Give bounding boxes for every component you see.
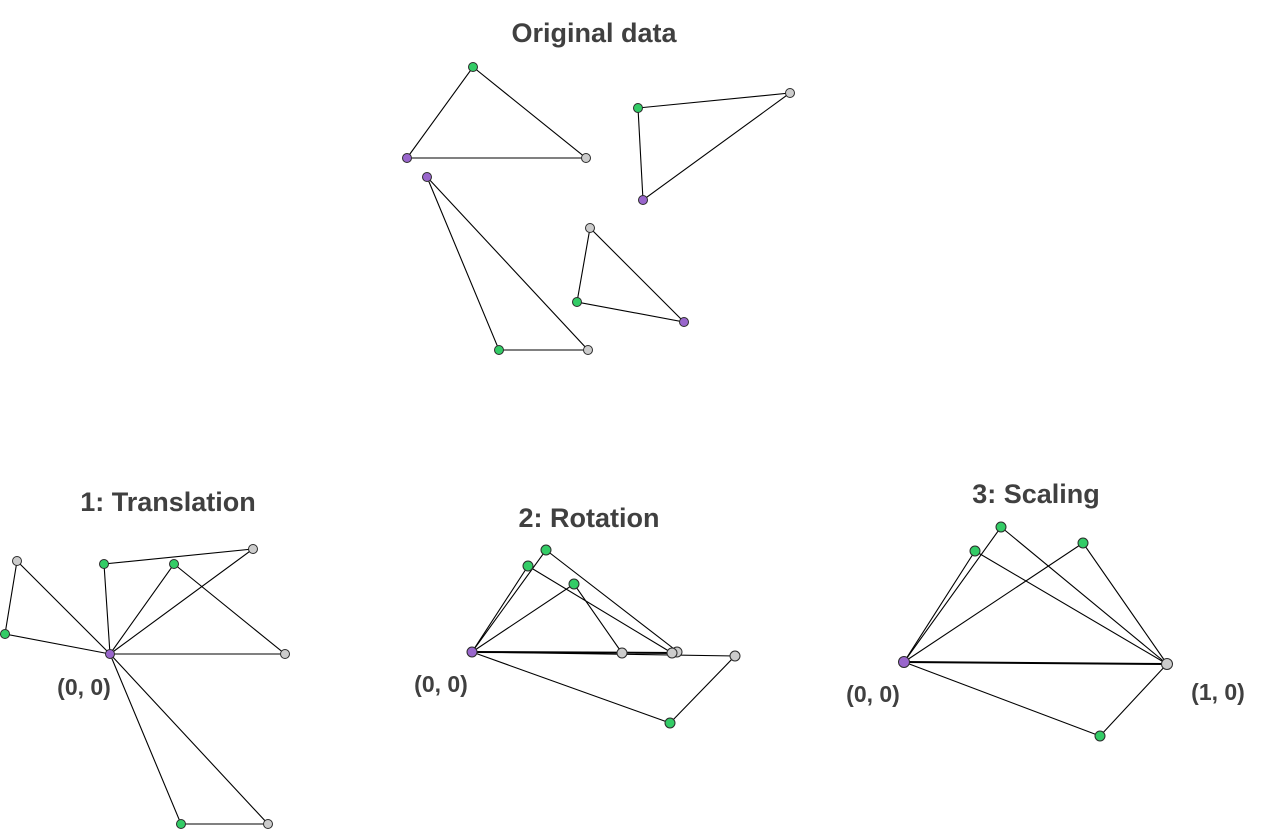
triangle-original-4 [572, 223, 689, 327]
reference-point [616, 647, 628, 659]
panel-title-original: Original data [511, 18, 677, 48]
panel-title-translation: 1: Translation [80, 487, 256, 517]
free-point [0, 629, 10, 639]
triangle-scaled-3 [903, 542, 1168, 665]
triangle-scaled-4 [903, 661, 1168, 737]
free-point [568, 578, 580, 590]
reference-point [1161, 658, 1173, 670]
panel-title-rotation: 2: Rotation [519, 503, 660, 533]
panel-scaling: 3: Scaling (0, 0) (1, 0) [846, 479, 1245, 742]
triangle-original-2 [633, 88, 795, 205]
free-point [1077, 537, 1089, 549]
free-point [995, 521, 1007, 533]
anchor-point [898, 656, 910, 668]
reference-point [581, 153, 591, 163]
triangle-original-3 [422, 172, 593, 355]
baseline-scaling [903, 661, 1168, 665]
free-point [99, 559, 109, 569]
anchor-point [679, 317, 689, 327]
anchor-point [422, 172, 432, 182]
triangle-scaled-1 [903, 526, 1168, 665]
reference-point [729, 650, 741, 662]
unit-label-scaling: (1, 0) [1191, 679, 1245, 705]
panel-title-scaling: 3: Scaling [972, 479, 1100, 509]
panel-translation: 1: Translation (0, 0) [0, 487, 290, 829]
reference-point [666, 647, 678, 659]
origin-label-translation: (0, 0) [57, 674, 111, 700]
triangle-original-1 [402, 62, 591, 163]
free-point [540, 544, 552, 556]
reference-point [785, 88, 795, 98]
free-point [572, 297, 582, 307]
triangle-rotated-4 [471, 651, 737, 724]
free-point [468, 62, 478, 72]
anchor-point [402, 153, 412, 163]
free-point [664, 717, 676, 729]
free-point [969, 545, 981, 557]
free-point [1094, 730, 1106, 742]
triangle-translated-4 [4, 559, 111, 655]
triangle-rotated-1 [471, 583, 623, 654]
triangle-translated-3 [109, 653, 270, 825]
panel-original: Original data [402, 18, 795, 355]
anchor-point [105, 649, 115, 659]
triangle-translated-1 [109, 563, 287, 655]
triangle-rotated-2 [471, 549, 679, 653]
origin-label-rotation: (0, 0) [414, 671, 468, 697]
free-point [169, 559, 179, 569]
free-point [176, 819, 186, 829]
reference-point [263, 819, 273, 829]
anchor-point [638, 195, 648, 205]
reference-point [585, 223, 595, 233]
reference-point [248, 544, 258, 554]
origin-label-scaling: (0, 0) [846, 681, 900, 707]
triangle-translated-2 [103, 548, 255, 655]
reference-point [583, 345, 593, 355]
anchor-point [466, 646, 478, 658]
panel-rotation: 2: Rotation (0, 0) [414, 503, 741, 729]
rotation-points [466, 544, 741, 729]
free-point [633, 103, 643, 113]
reference-point [12, 556, 22, 566]
reference-point [280, 649, 290, 659]
baseline-rotation [471, 651, 679, 654]
scaling-points [898, 521, 1173, 742]
translation-points [0, 544, 290, 829]
free-point [522, 560, 534, 572]
free-point [494, 345, 504, 355]
